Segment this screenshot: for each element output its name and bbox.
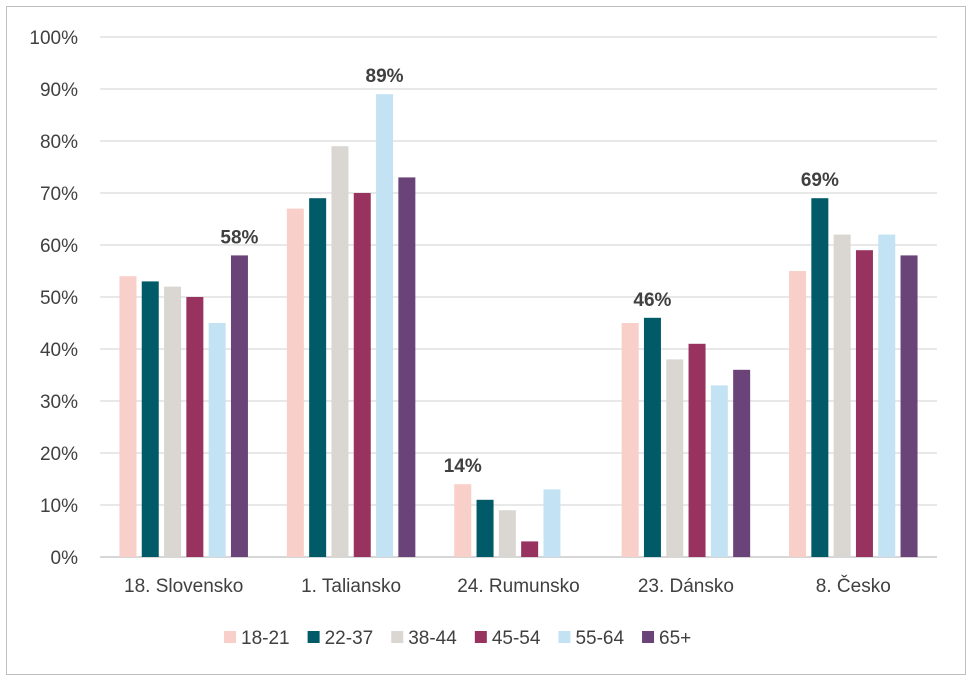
legend-item-18-21: 18-21 <box>224 628 290 649</box>
bar-38-44-3 <box>666 359 684 557</box>
data-labels: 58% 89% 14% 46% 69% <box>220 66 839 477</box>
legend-item-65+: 65+ <box>642 628 691 649</box>
legend-label: 22-37 <box>325 628 374 649</box>
legend-swatch <box>474 631 487 643</box>
category-label: 24. Rumunsko <box>457 576 580 597</box>
bar-65+-0 <box>230 255 248 557</box>
bar-45-54-4 <box>855 250 873 557</box>
x-axis-categories: 18. Slovensko 1. Taliansko 24. Rumunsko 23.… <box>124 575 891 597</box>
y-tick-label: 70% <box>40 184 78 205</box>
bar-18-21-0 <box>119 276 137 557</box>
category-label: 1. Taliansko <box>301 576 401 597</box>
bar-55-64-4 <box>878 234 896 557</box>
y-tick-label: 60% <box>40 236 78 257</box>
data-label: 69% <box>801 170 839 191</box>
bar-55-64-2 <box>543 489 561 557</box>
legend-label: 45-54 <box>492 628 541 649</box>
category-label: 8. Česko <box>816 575 891 597</box>
bar-22-37-3 <box>643 317 661 557</box>
bar-18-21-3 <box>621 323 639 557</box>
data-label: 46% <box>633 290 671 311</box>
bar-55-64-1 <box>376 94 394 557</box>
bar-22-37-4 <box>811 198 829 557</box>
bar-18-21-1 <box>286 208 304 557</box>
legend-item-22-37: 22-37 <box>307 628 374 649</box>
data-label: 89% <box>366 66 404 87</box>
bar-55-64-3 <box>710 385 728 557</box>
bar-55-64-0 <box>208 323 226 557</box>
legend-swatch <box>307 631 320 643</box>
bar-38-44-1 <box>331 146 349 557</box>
bar-38-44-0 <box>164 286 182 557</box>
bar-18-21-4 <box>789 271 807 557</box>
y-tick-label: 40% <box>40 340 78 361</box>
legend: 18-21 22-37 38-44 45-54 55-64 65+ <box>224 628 691 649</box>
y-tick-label: 0% <box>51 548 79 569</box>
legend-swatch <box>391 631 404 643</box>
bar-22-37-1 <box>309 198 327 557</box>
bar-45-54-2 <box>521 541 539 557</box>
bar-22-37-0 <box>141 281 159 557</box>
bars <box>119 94 918 557</box>
category-label: 23. Dánsko <box>638 576 734 597</box>
legend-label: 55-64 <box>575 628 624 649</box>
bar-38-44-4 <box>833 234 851 557</box>
legend-swatch <box>558 631 571 643</box>
data-label: 14% <box>444 456 482 477</box>
legend-swatch <box>642 631 655 643</box>
y-tick-label: 30% <box>40 392 78 413</box>
legend-item-55-64: 55-64 <box>558 628 624 649</box>
legend-label: 18-21 <box>241 628 290 649</box>
legend-label: 38-44 <box>408 628 457 649</box>
category-label: 18. Slovensko <box>124 576 243 597</box>
data-label: 58% <box>220 227 258 248</box>
y-tick-label: 80% <box>40 132 78 153</box>
bar-22-37-2 <box>476 499 494 557</box>
bar-45-54-0 <box>186 297 204 557</box>
legend-item-38-44: 38-44 <box>391 628 457 649</box>
legend-swatch <box>224 631 236 643</box>
legend-label: 65+ <box>659 628 691 649</box>
bar-18-21-2 <box>454 484 472 557</box>
y-tick-label: 20% <box>40 444 78 465</box>
bar-45-54-1 <box>353 193 371 557</box>
bar-65+-4 <box>900 255 918 557</box>
y-tick-label: 50% <box>40 288 78 309</box>
bar-65+-3 <box>733 369 751 557</box>
y-tick-label: 10% <box>40 496 78 517</box>
bar-38-44-2 <box>498 510 516 557</box>
y-tick-label: 100% <box>29 28 78 49</box>
bar-65+-1 <box>398 177 416 557</box>
bar-45-54-3 <box>688 343 706 557</box>
y-tick-label: 90% <box>40 80 78 101</box>
legend-item-45-54: 45-54 <box>474 628 541 649</box>
y-axis-ticks: 0% 10% 20% 30% 40% 50% 60% 70% 80% 90% 100% <box>29 28 78 569</box>
